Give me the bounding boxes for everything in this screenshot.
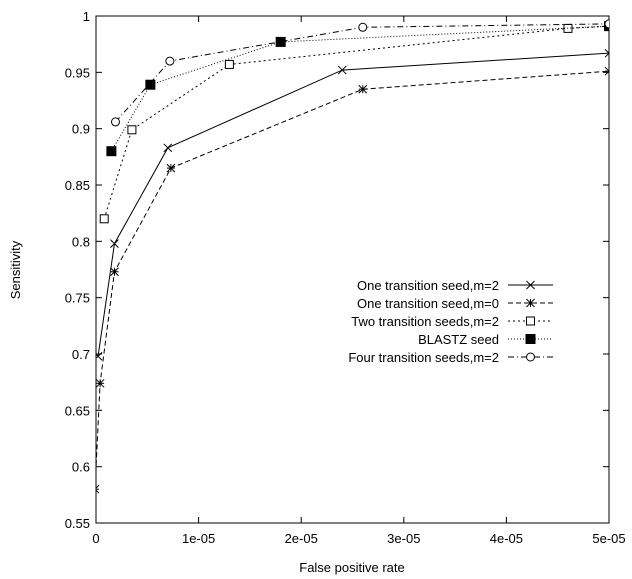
- data-point: [96, 351, 103, 361]
- legend-label: Two transition seeds,m=2: [351, 314, 499, 329]
- x-axis-title: False positive rate: [299, 560, 405, 575]
- data-point: [358, 84, 368, 94]
- data-point: [163, 143, 173, 153]
- data-point: [604, 48, 609, 58]
- y-tick-label: 0.8: [72, 234, 90, 249]
- y-tick-label: 0.75: [65, 291, 90, 306]
- data-point: [110, 117, 120, 127]
- y-tick-label: 0.6: [72, 460, 90, 475]
- data-point: [165, 56, 175, 66]
- y-axis-title: Sensitivity: [8, 240, 23, 299]
- legend-label: Four transition seeds,m=2: [348, 350, 499, 365]
- y-tick-label: 1: [83, 9, 90, 24]
- data-point: [106, 146, 117, 157]
- legend-marker: [525, 334, 536, 344]
- x-tick-label: 4e-05: [490, 531, 523, 546]
- data-point: [99, 214, 109, 224]
- x-tick-label: 3e-05: [387, 531, 420, 546]
- data-point: [358, 22, 368, 32]
- data-point: [127, 125, 137, 135]
- data-point: [275, 36, 286, 47]
- legend-label: One transition seed,m=2: [357, 278, 499, 293]
- legend: One transition seed,m=2 One transition se…: [348, 278, 553, 365]
- data-point: [604, 19, 609, 29]
- y-tick-label: 0.65: [65, 403, 90, 418]
- series-5: [110, 19, 609, 127]
- data-point: [145, 79, 156, 90]
- data-point: [110, 239, 119, 248]
- legend-label: BLASTZ seed: [418, 332, 499, 347]
- series-line: [115, 23, 609, 123]
- series-line: [96, 70, 609, 479]
- y-tick-label: 0.85: [65, 178, 90, 193]
- series-1: [96, 48, 609, 361]
- series-4: [106, 21, 609, 157]
- series-3: [99, 21, 609, 224]
- legend-label: One transition seed,m=0: [357, 296, 499, 311]
- data-point: [96, 378, 105, 388]
- data-point: [224, 59, 234, 69]
- data-point: [96, 484, 100, 494]
- legend-marker: [526, 316, 535, 326]
- legend-marker: [526, 280, 535, 290]
- plot-frame: [95, 15, 610, 524]
- x-tick-label: 1e-05: [182, 531, 215, 546]
- data-point: [166, 163, 176, 173]
- x-tick-label: 5e-05: [592, 531, 625, 546]
- data-point: [110, 267, 119, 277]
- series-layer: [96, 19, 609, 494]
- series-line: [97, 52, 609, 357]
- x-tick-label: 0: [92, 531, 99, 546]
- series-2: [96, 66, 609, 494]
- y-tick-label: 0.95: [65, 65, 90, 80]
- legend-marker: [526, 298, 535, 308]
- x-tick-label: 2e-05: [285, 531, 318, 546]
- series-line: [103, 25, 609, 219]
- legend-marker: [526, 352, 535, 362]
- y-tick-label: 0.9: [72, 122, 90, 137]
- data-point: [337, 65, 347, 75]
- data-point: [604, 66, 609, 76]
- series-line: [110, 25, 609, 152]
- axis-ticks: 0.55 0.6 0.65 0.7 0.75 0.8 0.85 0.9 0.95 1 0 1e-05 2…: [65, 9, 626, 546]
- y-tick-label: 0.55: [65, 516, 90, 531]
- y-tick-label: 0.7: [72, 347, 90, 362]
